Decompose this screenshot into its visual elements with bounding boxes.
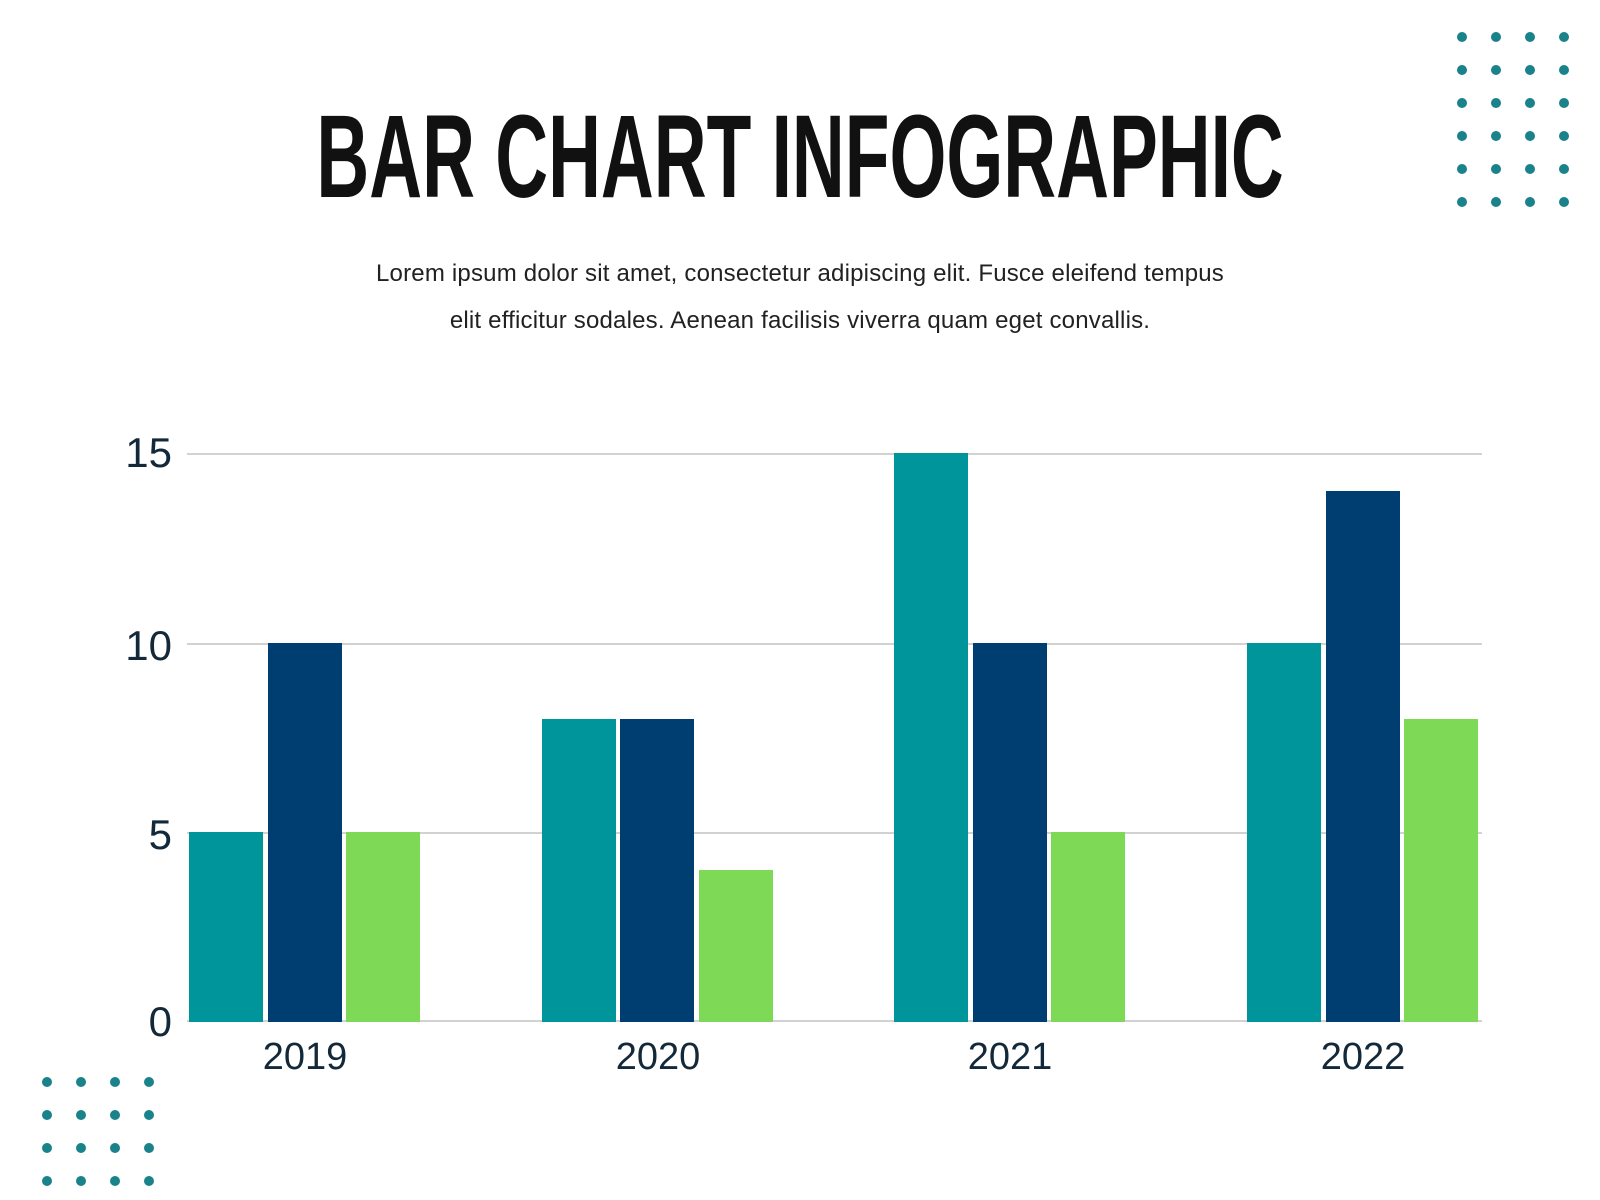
bar-2020-series-2-navy — [620, 718, 695, 1022]
subtitle-line-2: elit efficitur sodales. Aenean facilisis… — [449, 307, 1151, 334]
bar-chart-plot-area — [187, 453, 1482, 1022]
dot-grid-decoration-top-right — [1457, 32, 1569, 207]
dot-icon — [1559, 164, 1569, 174]
dot-icon — [1457, 65, 1467, 75]
dot-icon — [1525, 98, 1535, 108]
dot-icon — [76, 1176, 86, 1186]
bar-2020-series-3-green — [698, 870, 773, 1022]
dot-icon — [42, 1176, 52, 1186]
dot-icon — [1457, 164, 1467, 174]
subtitle: Lorem ipsum dolor sit amet, consectetur … — [0, 250, 1600, 344]
y-axis-tick-label-10: 10 — [125, 622, 172, 669]
bar-2022-series-2-navy — [1325, 490, 1400, 1022]
gridline-0-baseline — [187, 1020, 1482, 1022]
dot-icon — [1525, 32, 1535, 42]
page-title-text: BAR CHART INFOGRAPHIC — [316, 91, 1284, 223]
bar-2019-series-1-teal — [189, 832, 263, 1022]
gridline-15 — [187, 453, 1482, 455]
dot-icon — [110, 1110, 120, 1120]
x-axis-category-label-2019: 2019 — [262, 1036, 348, 1078]
dot-grid-decoration-bottom-left — [42, 1077, 154, 1186]
dot-icon — [1525, 164, 1535, 174]
dot-icon — [1491, 98, 1501, 108]
dot-icon — [76, 1110, 86, 1120]
dot-icon — [144, 1110, 154, 1120]
dot-icon — [144, 1077, 154, 1087]
dot-icon — [1457, 32, 1467, 42]
y-axis-tick-label-0: 0 — [148, 998, 172, 1045]
dot-icon — [1559, 197, 1569, 207]
dot-icon — [144, 1176, 154, 1186]
dot-icon — [1525, 131, 1535, 141]
dot-icon — [1491, 65, 1501, 75]
dot-icon — [110, 1077, 120, 1087]
bar-2020-series-1-teal — [541, 718, 616, 1022]
gridline-5 — [187, 832, 1482, 834]
subtitle-line-1: Lorem ipsum dolor sit amet, consectetur … — [376, 260, 1224, 287]
y-axis-tick-label-15: 15 — [125, 429, 172, 476]
x-axis-category-label-2022: 2022 — [1320, 1036, 1406, 1078]
page-title: BAR CHART INFOGRAPHIC — [0, 98, 1600, 216]
dot-icon — [42, 1110, 52, 1120]
dot-icon — [1457, 98, 1467, 108]
x-axis-category-label-2021: 2021 — [967, 1036, 1053, 1078]
dot-icon — [1457, 131, 1467, 141]
gridline-10 — [187, 643, 1482, 645]
bar-2021-series-1-teal — [894, 453, 969, 1022]
dot-icon — [144, 1143, 154, 1153]
dot-icon — [76, 1143, 86, 1153]
bar-2019-series-2-navy — [267, 642, 342, 1022]
dot-icon — [110, 1176, 120, 1186]
dot-icon — [1559, 32, 1569, 42]
bar-2019-series-3-green — [346, 832, 420, 1022]
dot-icon — [1457, 197, 1467, 207]
dot-icon — [42, 1077, 52, 1087]
y-axis-tick-label-5: 5 — [148, 811, 172, 858]
dot-icon — [76, 1077, 86, 1087]
dot-icon — [1491, 131, 1501, 141]
dot-icon — [1491, 32, 1501, 42]
dot-icon — [1491, 197, 1501, 207]
bar-2022-series-1-teal — [1247, 642, 1322, 1022]
bar-2021-series-3-green — [1051, 832, 1126, 1022]
bar-2021-series-2-navy — [972, 642, 1047, 1022]
dot-icon — [1525, 197, 1535, 207]
bar-2022-series-3-green — [1404, 718, 1479, 1022]
dot-icon — [1491, 164, 1501, 174]
x-axis-category-label-2020: 2020 — [615, 1036, 701, 1078]
dot-icon — [110, 1143, 120, 1153]
dot-icon — [1559, 98, 1569, 108]
dot-icon — [1559, 131, 1569, 141]
dot-icon — [42, 1143, 52, 1153]
dot-icon — [1525, 65, 1535, 75]
dot-icon — [1559, 65, 1569, 75]
